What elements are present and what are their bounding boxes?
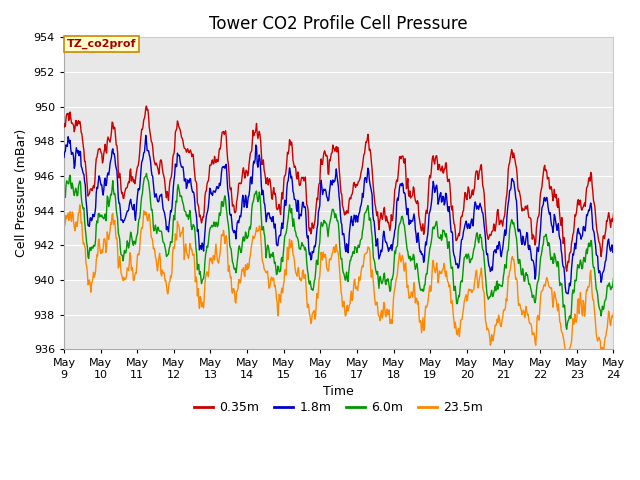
Text: TZ_co2prof: TZ_co2prof: [67, 39, 136, 49]
Legend: 0.35m, 1.8m, 6.0m, 23.5m: 0.35m, 1.8m, 6.0m, 23.5m: [189, 396, 488, 419]
Y-axis label: Cell Pressure (mBar): Cell Pressure (mBar): [15, 129, 28, 257]
X-axis label: Time: Time: [323, 385, 354, 398]
Title: Tower CO2 Profile Cell Pressure: Tower CO2 Profile Cell Pressure: [209, 15, 468, 33]
